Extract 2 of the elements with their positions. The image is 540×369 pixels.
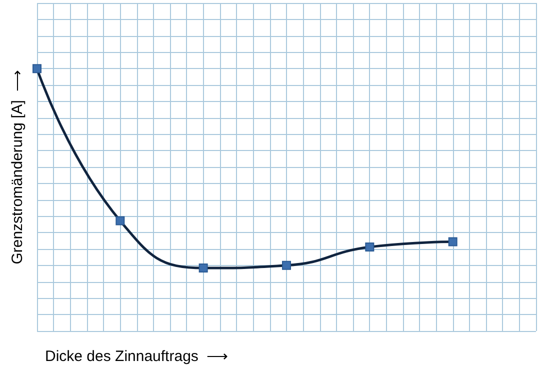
x-axis-title: Dicke des Zinnauftrags ⟶: [45, 348, 229, 365]
y-axis-title: Grenzstromänderung [A] ⟶: [9, 70, 26, 264]
